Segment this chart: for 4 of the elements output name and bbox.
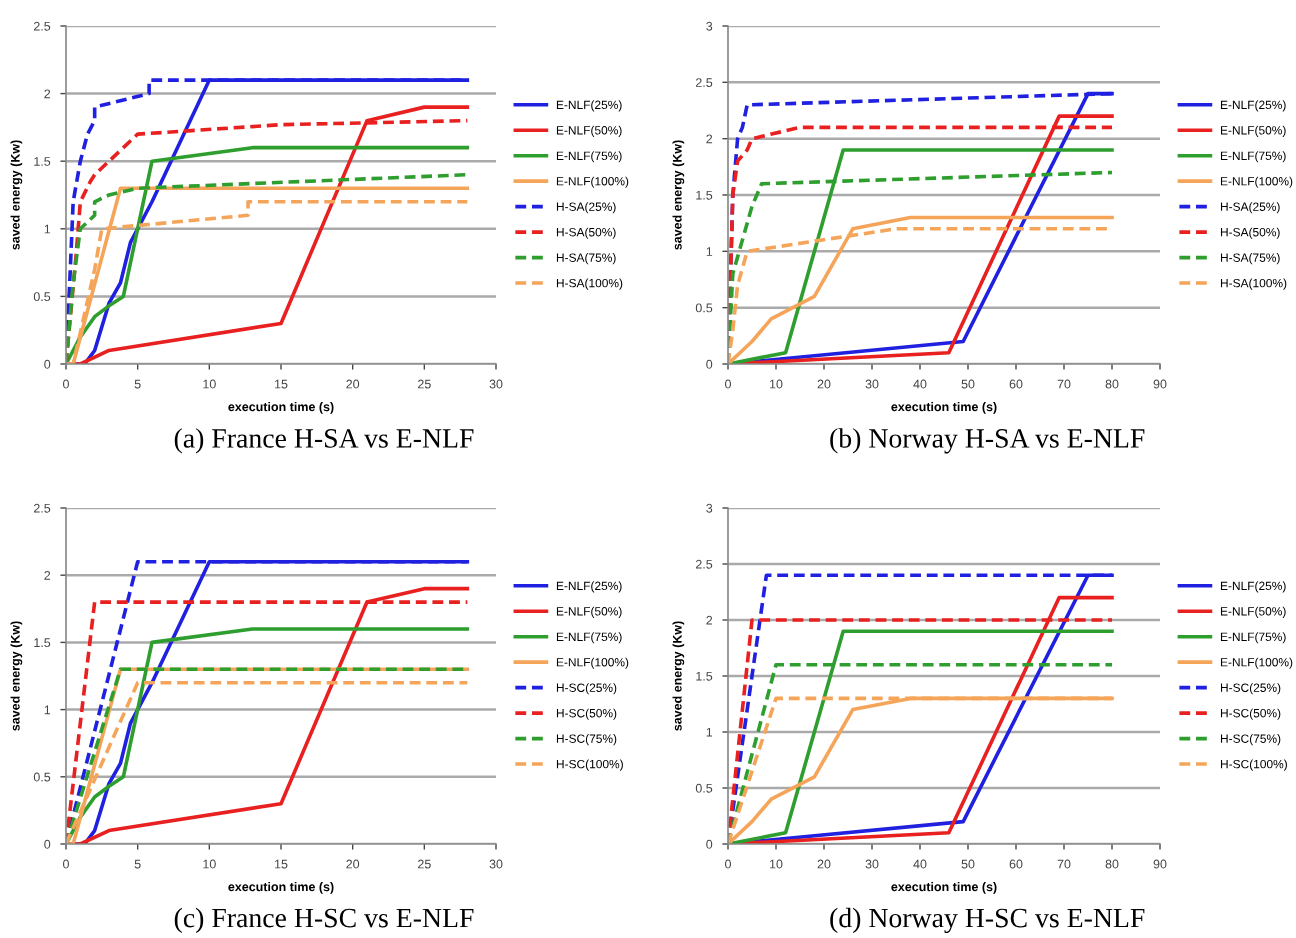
text: (d) Norway H-SC vs E-NLF [830,907,1145,934]
text: (b) Norway H-SA vs E-NLF [830,428,1145,454]
text: (a) France H-SA vs E-NLF [174,428,474,454]
text: (c) France H-SC vs E-NLF [174,907,474,934]
